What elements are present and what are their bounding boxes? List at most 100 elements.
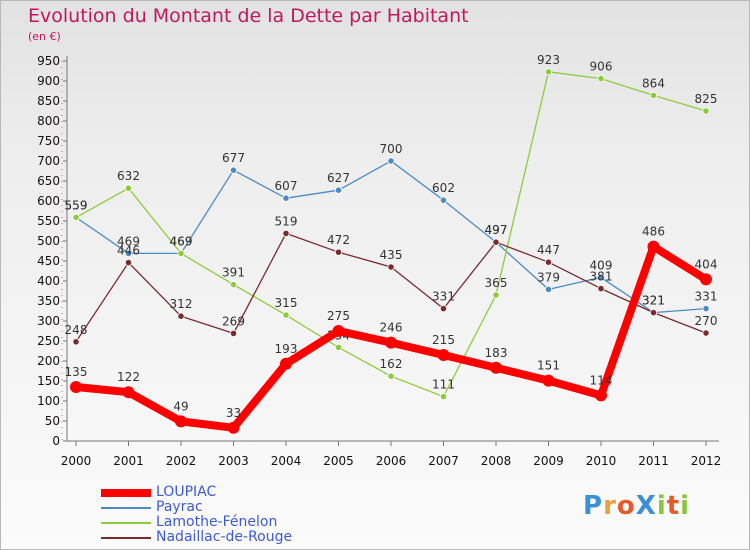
data-label-payrac: 469 (117, 234, 140, 248)
y-tick-label: 950 (37, 54, 60, 68)
data-point-lamothe-fenelon (229, 280, 238, 289)
y-tick-label: 350 (37, 294, 60, 308)
data-point-lamothe-fenelon (282, 311, 290, 319)
data-label-nadaillac-de-rouge: 519 (275, 214, 298, 228)
data-label-payrac: 677 (222, 151, 245, 165)
data-point-nadaillac-de-rouge (282, 229, 290, 237)
legend-item: Payrac (101, 499, 341, 515)
data-point-payrac (702, 304, 710, 313)
data-point-payrac (229, 166, 238, 174)
data-label-nadaillac-de-rouge: 497 (485, 223, 508, 237)
y-tick-label: 650 (37, 174, 60, 188)
y-tick-label: 0 (52, 434, 60, 448)
data-label-lamothe-fenelon: 111 (432, 378, 455, 392)
data-point-loupiac (437, 349, 450, 361)
x-tick-label: 2001 (113, 454, 144, 468)
legend: LOUPIAC Payrac Lamothe-Fénelon Nadaillac-de… (101, 484, 341, 545)
data-point-loupiac (175, 415, 187, 428)
data-label-lamothe-fenelon: 632 (117, 169, 140, 183)
data-label-loupiac: 215 (432, 333, 455, 347)
legend-label: Nadaillac-de-Rouge (156, 529, 293, 545)
legend-item: Lamothe-Fénelon (101, 514, 341, 530)
data-label-loupiac: 33 (226, 406, 241, 420)
data-label-loupiac: 404 (695, 257, 718, 271)
data-point-payrac (439, 196, 448, 204)
y-tick-label: 800 (37, 114, 60, 128)
data-point-lamothe-fenelon (387, 372, 395, 380)
legend-swatch (101, 522, 151, 524)
data-point-lamothe-fenelon (124, 184, 133, 192)
legend-swatch (101, 489, 151, 497)
data-label-payrac: 497 (485, 223, 508, 237)
data-label-nadaillac-de-rouge: 270 (695, 314, 718, 328)
data-point-lamothe-fenelon (334, 343, 343, 351)
data-label-nadaillac-de-rouge: 331 (432, 290, 455, 304)
data-label-nadaillac-de-rouge: 321 (642, 294, 665, 308)
data-point-nadaillac-de-rouge (702, 329, 710, 337)
data-label-nadaillac-de-rouge: 381 (590, 270, 613, 284)
data-label-payrac: 379 (537, 270, 560, 284)
data-point-lamothe-fenelon (439, 392, 448, 401)
data-point-nadaillac-de-rouge (597, 284, 605, 293)
legend-item: Nadaillac-de-Rouge (101, 529, 341, 545)
y-tick-label: 850 (37, 94, 60, 108)
legend-swatch (101, 537, 151, 539)
y-tick-label: 100 (37, 394, 60, 408)
data-label-loupiac: 122 (117, 370, 140, 384)
y-tick-label: 250 (37, 334, 60, 348)
data-point-lamothe-fenelon (597, 75, 605, 83)
data-point-nadaillac-de-rouge (177, 312, 185, 320)
y-tick-label: 750 (37, 134, 60, 148)
data-label-lamothe-fenelon: 315 (275, 296, 298, 310)
data-label-payrac: 559 (65, 198, 88, 212)
proxiti-logo: ProXiti (583, 491, 690, 521)
data-label-loupiac: 275 (327, 309, 350, 323)
y-tick-label: 300 (37, 314, 60, 328)
chart-title: Evolution du Montant de la Dette par Hab… (28, 5, 469, 27)
data-label-nadaillac-de-rouge: 472 (327, 233, 350, 247)
data-point-lamothe-fenelon (492, 291, 500, 299)
data-point-lamothe-fenelon (544, 68, 553, 76)
data-label-nadaillac-de-rouge: 435 (380, 248, 403, 262)
data-label-payrac: 321 (642, 294, 665, 308)
x-tick-label: 2000 (61, 454, 92, 468)
data-label-lamothe-fenelon: 864 (642, 76, 665, 90)
data-point-nadaillac-de-rouge (387, 263, 395, 271)
data-point-payrac (282, 194, 290, 202)
data-label-lamothe-fenelon: 923 (537, 53, 560, 67)
data-point-nadaillac-de-rouge (229, 329, 238, 337)
x-tick-label: 2012 (691, 454, 722, 468)
data-point-nadaillac-de-rouge (334, 248, 343, 256)
data-label-payrac: 627 (327, 171, 350, 185)
data-label-loupiac: 183 (485, 346, 508, 360)
data-label-nadaillac-de-rouge: 269 (222, 314, 245, 328)
data-label-payrac: 331 (695, 290, 718, 304)
data-point-loupiac (70, 381, 82, 393)
data-label-lamothe-fenelon: 469 (170, 234, 193, 248)
data-point-payrac (124, 249, 133, 257)
legend-swatch (101, 507, 151, 509)
data-label-loupiac: 246 (380, 321, 403, 335)
legend-label: Payrac (156, 499, 203, 515)
x-tick-label: 2004 (271, 454, 302, 468)
y-tick-label: 600 (37, 194, 60, 208)
data-point-nadaillac-de-rouge (72, 338, 80, 346)
data-point-lamothe-fenelon (177, 249, 185, 257)
data-point-loupiac (647, 240, 660, 253)
logo-letter: o (616, 491, 636, 521)
data-point-nadaillac-de-rouge (492, 238, 500, 246)
legend-label: Lamothe-Fénelon (156, 514, 278, 530)
data-point-payrac (334, 186, 343, 194)
data-point-lamothe-fenelon (649, 91, 658, 100)
data-label-lamothe-fenelon: 365 (485, 276, 508, 290)
data-point-nadaillac-de-rouge (124, 258, 133, 267)
data-point-nadaillac-de-rouge (439, 304, 448, 313)
data-point-loupiac (122, 386, 135, 399)
data-label-loupiac: 486 (642, 225, 665, 239)
data-point-loupiac (227, 421, 240, 434)
data-point-lamothe-fenelon (72, 213, 80, 221)
data-point-loupiac (700, 273, 712, 286)
data-label-nadaillac-de-rouge: 447 (537, 243, 560, 257)
data-label-lamothe-fenelon: 825 (695, 92, 718, 106)
